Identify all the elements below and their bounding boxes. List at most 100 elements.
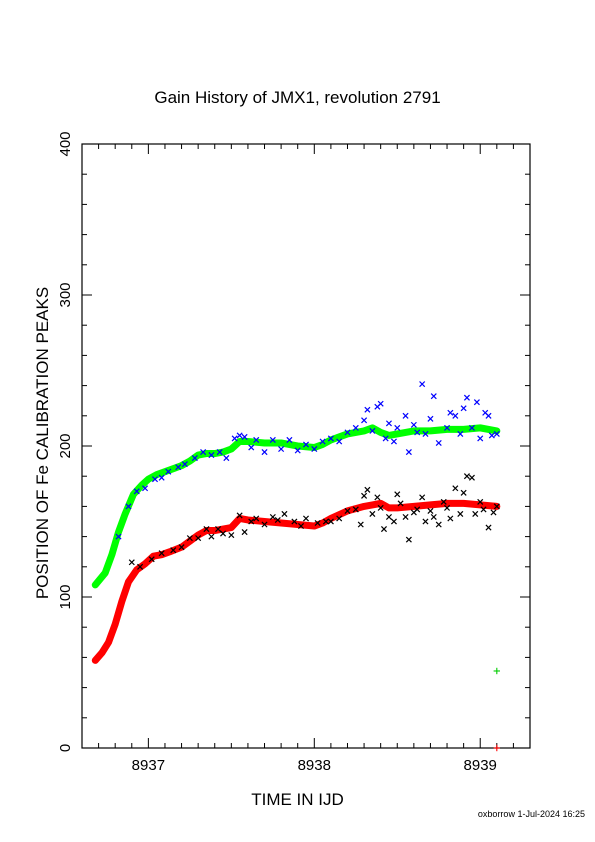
data-point-series-2 [357,521,364,528]
data-point-series-2 [228,532,235,539]
data-point-series-2 [302,515,310,522]
data-point-series-2 [178,544,185,551]
data-point-series-1 [435,439,442,447]
data-point-series-1 [444,424,451,431]
data-point-series-2 [158,550,165,557]
data-point-series-2 [457,510,464,517]
data-point-series-2 [291,518,298,525]
data-point-series-1 [158,474,165,481]
data-point-series-2 [148,556,155,563]
data-point-series-1 [419,381,426,388]
data-point-series-2 [215,526,222,533]
data-point-series-1 [430,393,437,400]
data-point-series-2 [477,498,484,505]
data-point-series-1 [327,435,334,442]
data-point-series-2 [422,518,429,525]
data-point-series-1 [236,432,243,439]
data-point-series-1 [460,405,467,412]
data-point-series-2 [463,473,470,480]
data-point-series-1 [385,420,392,427]
data-point-series-2 [352,506,359,513]
data-point-series-1 [382,435,389,442]
data-point-series-1 [377,400,384,407]
data-point-series-1 [390,438,397,445]
data-point-series-2 [394,491,401,498]
data-point-series-1 [352,424,359,431]
x-tick-label: 8937 [132,757,165,774]
data-point-series-2 [241,529,248,536]
data-point-series-2 [170,547,177,554]
data-point-series-2 [203,526,210,533]
data-point-series-1 [261,449,268,456]
data-point-series-1 [394,424,401,431]
data-point-series-1 [223,455,230,462]
data-point-series-1 [278,445,285,453]
data-point-series-2 [369,510,376,517]
y-tick-label: 100 [57,584,74,609]
trend-line-series-1 [91,424,501,589]
data-point-series-2 [327,518,334,525]
data-point-series-1 [336,438,343,445]
data-point-series-1 [302,441,310,448]
data-point-series-2 [248,518,255,525]
data-point-series-1 [452,412,459,419]
data-point-series-2 [444,504,451,511]
data-point-series-2 [220,530,227,537]
data-point-series-1 [405,449,412,456]
data-point-series-2 [380,526,388,533]
data-point-series-2 [419,494,426,501]
data-point-series-2 [281,510,288,517]
data-point-series-1 [410,421,417,428]
y-tick-label: 300 [57,282,74,307]
data-point-series-1 [142,485,149,492]
data-point-series-2 [253,515,260,522]
data-point-series-2 [447,515,454,522]
data-point-series-1 [115,533,122,540]
data-point-series-2 [414,506,421,513]
data-point-series-1 [191,455,198,462]
data-point-series-1 [248,444,255,451]
data-point-series-2 [322,518,329,525]
data-point-series-2 [390,518,397,525]
data-point-series-1 [463,394,470,401]
data-point-series-1 [493,430,500,437]
x-axis-label: TIME IN IJD [251,790,344,809]
data-point-series-1 [311,445,318,453]
data-point-series-2 [430,513,437,520]
data-point-series-1 [165,468,172,475]
data-point-series-1 [151,476,159,483]
data-point-series-1 [457,430,464,437]
y-tick-label: 0 [57,744,74,752]
data-point-series-2 [385,513,392,520]
data-point-series-2 [402,513,409,520]
data-point-series-2 [208,533,215,540]
data-point-series-1 [294,447,301,454]
x-tick-label: 8938 [298,757,331,774]
data-point-series-1 [477,435,484,442]
data-point-series-1 [175,464,182,471]
data-point-series-1 [319,438,326,445]
data-point-series-1 [125,503,132,510]
y-axis-label: POSITION OF Fe CALIBRATION PEAKS [33,287,52,599]
data-point-series-2 [137,563,144,570]
data-point-series-1 [488,432,495,439]
data-point-series-1 [369,427,376,434]
extra-data-point [493,667,501,675]
data-point-series-2 [314,519,321,527]
data-point-series-1 [344,429,351,436]
data-point-series-1 [473,399,480,406]
data-point-series-2 [261,521,268,528]
chart-title: Gain History of JMX1, revolution 2791 [154,88,441,107]
data-point-series-2 [377,504,384,511]
data-point-series-1 [414,429,421,436]
data-point-series-2 [297,523,305,530]
data-point-series-1 [402,412,409,419]
data-point-series-2 [427,507,434,514]
data-point-series-2 [186,535,193,542]
data-point-series-1 [269,436,276,443]
data-point-series-2 [344,507,351,514]
data-point-series-2 [269,513,276,520]
data-point-series-1 [447,409,454,416]
data-point-series-2 [336,515,343,522]
